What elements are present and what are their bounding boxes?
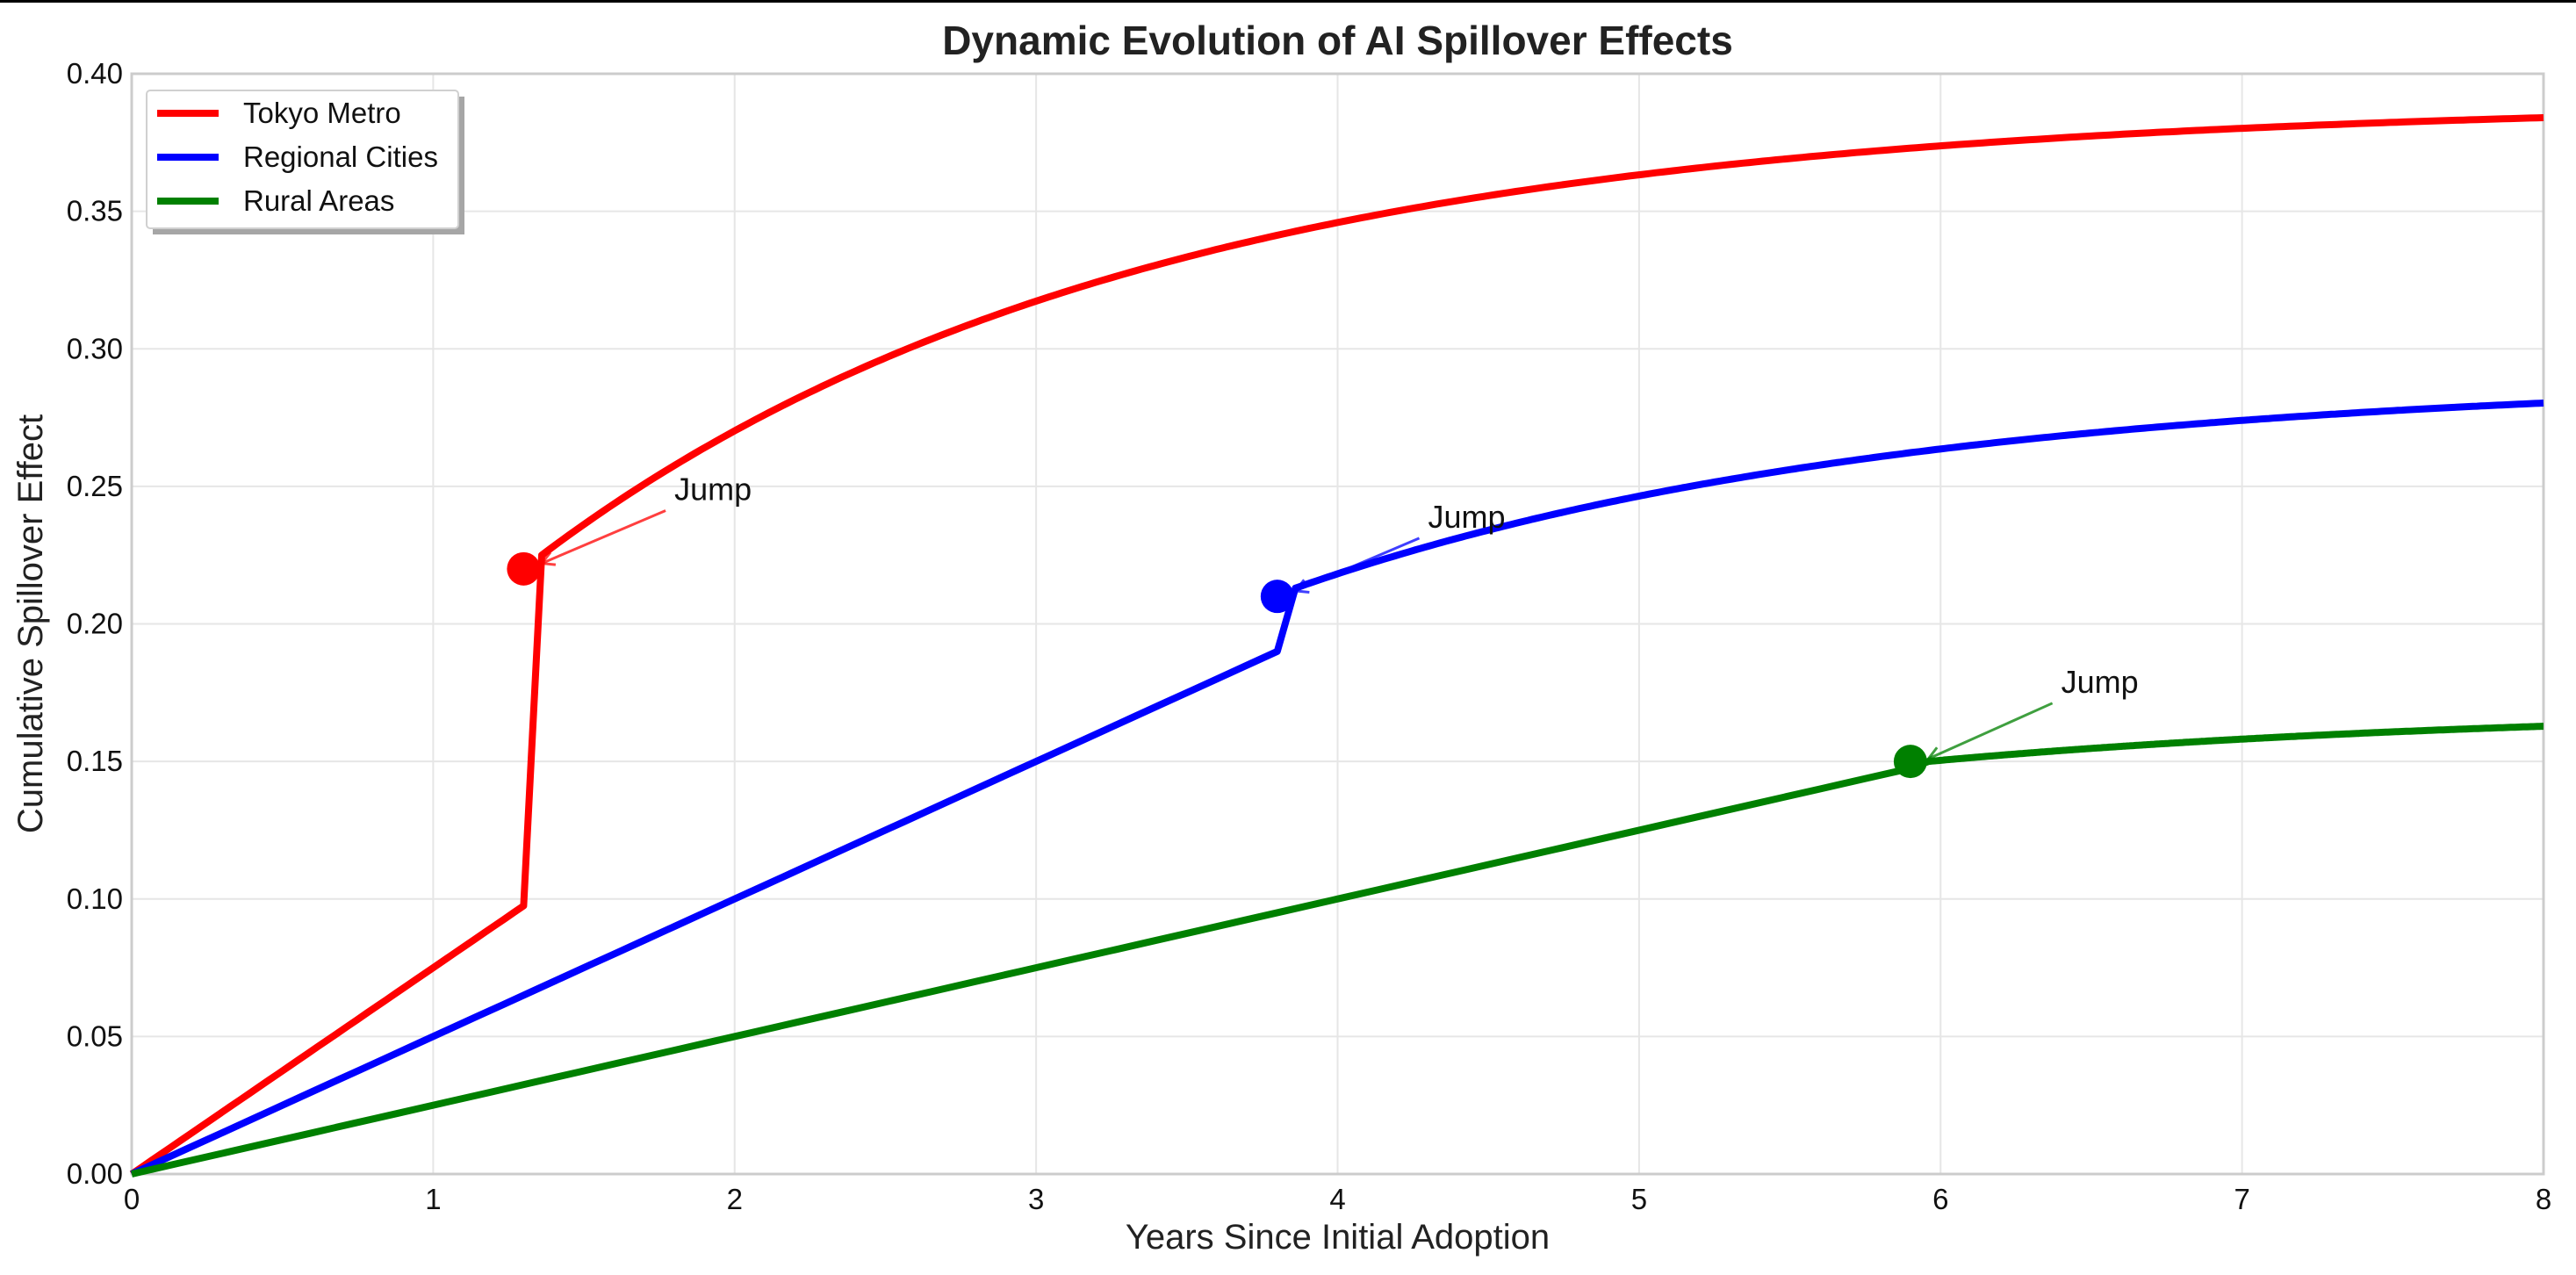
x-tick-label: 7 <box>2234 1183 2249 1215</box>
x-tick-label: 8 <box>2536 1183 2551 1215</box>
x-tick-label: 4 <box>1329 1183 1345 1215</box>
series-line-3 <box>131 723 2545 1178</box>
y-tick-label: 0.00 <box>67 1157 123 1190</box>
series-line-2 <box>130 400 2544 1178</box>
x-tick-label: 6 <box>1932 1183 1948 1215</box>
y-tick-label: 0.25 <box>67 470 123 502</box>
jump-arrow-1 <box>541 509 666 565</box>
series-line-1 <box>129 114 2544 1178</box>
y-tick-label: 0.30 <box>67 332 123 364</box>
y-axis-title: Cumulative Spillover Effect <box>11 414 50 833</box>
x-tick-label: 0 <box>124 1183 140 1215</box>
legend-label-3: Rural Areas <box>243 184 394 217</box>
legend: Tokyo Metro Regional Cities Rural Areas <box>146 90 464 234</box>
y-tick-label: 0.20 <box>67 608 123 640</box>
series-lines <box>129 114 2545 1178</box>
x-tick-label: 5 <box>1631 1183 1647 1215</box>
top-border <box>0 0 2576 3</box>
y-tick-label: 0.35 <box>67 195 123 227</box>
jump-arrowhead-2 <box>1292 579 1310 594</box>
x-axis-title: Years Since Initial Adoption <box>1126 1218 1550 1257</box>
x-tick-label: 3 <box>1028 1183 1044 1215</box>
annotations: Jump Jump Jump <box>507 472 2139 779</box>
jump-marker-2 <box>1260 580 1294 614</box>
legend-box <box>146 90 459 229</box>
x-tick-label: 2 <box>727 1183 743 1215</box>
jump-marker-1 <box>507 551 541 586</box>
jump-marker-3 <box>1893 745 1927 779</box>
jump-arrowhead-3 <box>1925 746 1943 761</box>
x-tick-label: 1 <box>425 1183 441 1215</box>
jump-arrowhead-1 <box>539 551 557 566</box>
axis-ticks: 0 1 2 3 4 5 6 7 8 0.00 0.05 0.10 0.15 0.20 0.25 0.30 0.3… <box>67 57 2551 1215</box>
legend-label-2: Regional Cities <box>243 140 438 173</box>
legend-label-1: Tokyo Metro <box>243 97 401 129</box>
jump-annotation-1: Jump <box>674 472 752 508</box>
y-tick-label: 0.10 <box>67 882 123 915</box>
plot-frame <box>130 72 2545 1176</box>
y-tick-label: 0.05 <box>67 1019 123 1052</box>
jump-annotation-2: Jump <box>1428 499 1506 535</box>
chart-title: Dynamic Evolution of AI Spillover Effect… <box>942 18 1733 63</box>
jump-arrow-2 <box>1294 537 1421 593</box>
y-tick-label: 0.15 <box>67 745 123 777</box>
jump-annotation-3: Jump <box>2062 664 2139 700</box>
y-tick-label: 0.40 <box>67 57 123 90</box>
jump-arrow-3 <box>1927 702 2054 760</box>
